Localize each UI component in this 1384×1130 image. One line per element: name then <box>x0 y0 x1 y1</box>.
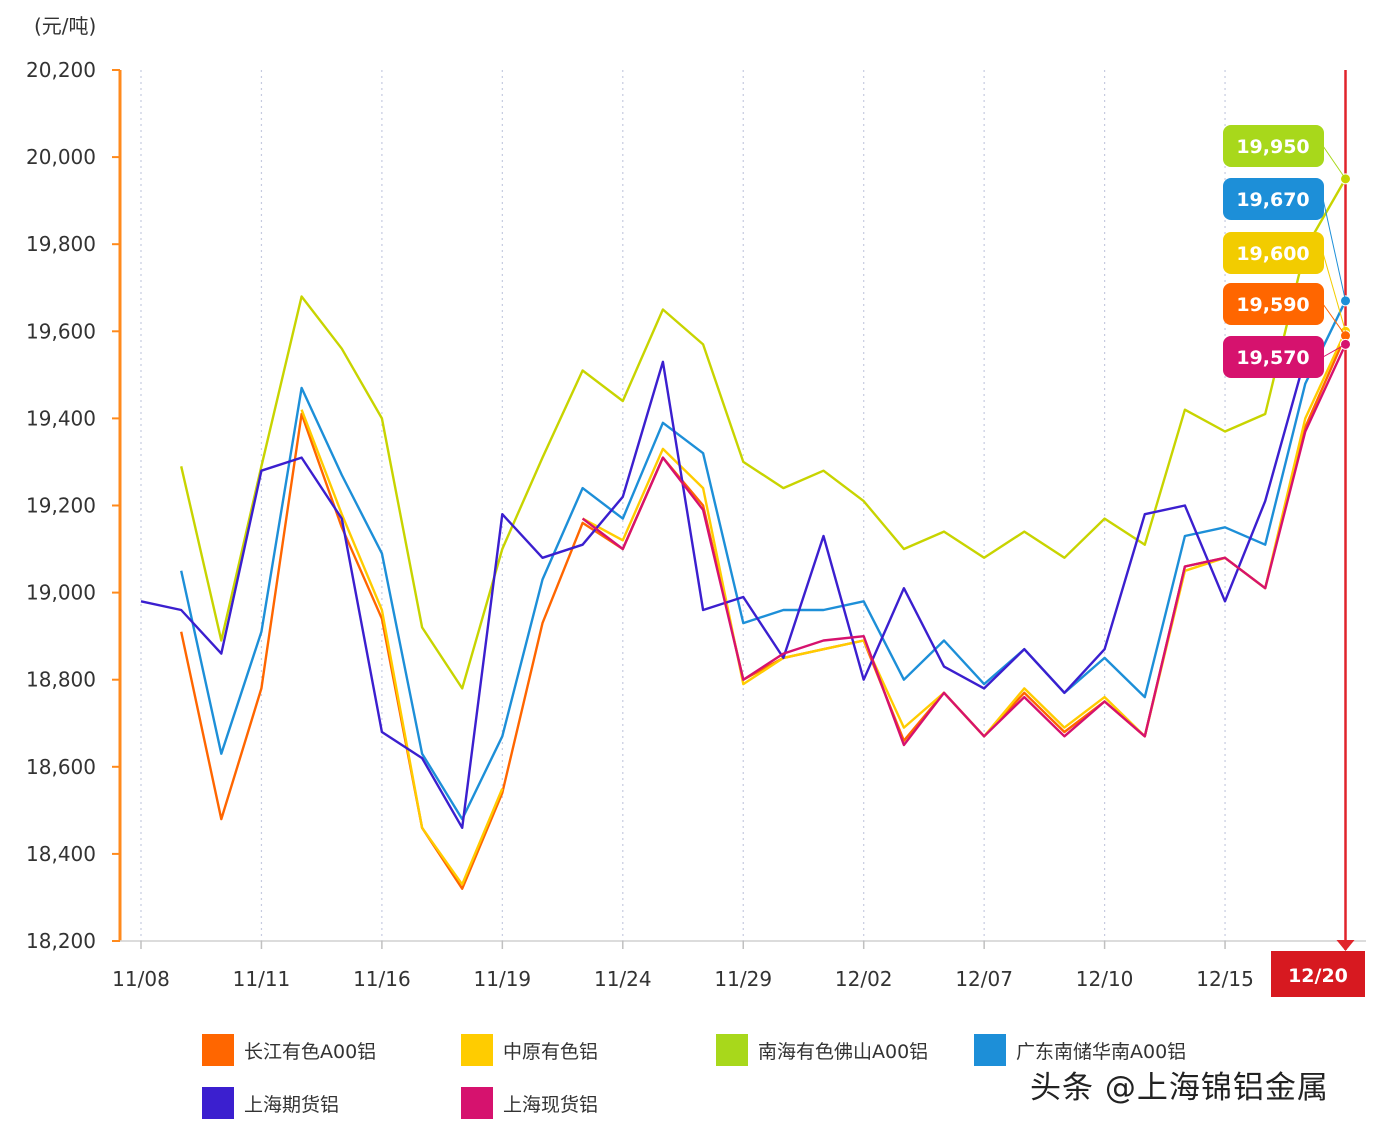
legend-swatch <box>461 1087 493 1119</box>
value-badge-label: 19,570 <box>1236 347 1309 369</box>
end-markers: 12/20 <box>1271 70 1365 997</box>
y-tick-label: 20,000 <box>26 145 96 169</box>
legend-swatch <box>461 1034 493 1066</box>
x-tick-label: 11/19 <box>474 967 532 991</box>
value-badge <box>1223 336 1324 378</box>
legend-item-guangdong[interactable]: 广东南储华南A00铝 <box>974 1034 1186 1066</box>
legend-label: 上海现货铝 <box>503 1093 599 1116</box>
series-line-1 <box>300 330 1347 886</box>
y-tick-label: 18,200 <box>26 929 96 953</box>
x-tick-label: 12/10 <box>1076 967 1134 991</box>
y-tick-label: 19,200 <box>26 494 96 518</box>
series-line-3 <box>180 300 1347 821</box>
y-tick-label: 19,600 <box>26 319 96 343</box>
axes: 20,200 20,000 19,800 19,600 19,400 19,200 19,0… <box>26 58 1366 991</box>
legend-item-shanghai-spot[interactable]: 上海现货铝 <box>461 1087 598 1119</box>
badge-connector <box>1322 303 1346 336</box>
legend-label: 广东南储华南A00铝 <box>1016 1040 1187 1063</box>
x-tick-label: 11/16 <box>353 967 411 991</box>
legend-swatch <box>202 1034 234 1066</box>
legend-item-nanhai[interactable]: 南海有色佛山A00铝 <box>716 1034 928 1066</box>
badge-connector <box>1322 145 1346 180</box>
badge-connector <box>1322 252 1346 332</box>
highlight-date-box <box>1271 951 1365 997</box>
series-line-5 <box>581 343 1347 747</box>
gridlines <box>140 70 1226 941</box>
legend-swatch <box>974 1034 1006 1066</box>
value-badge-label: 19,950 <box>1236 136 1309 158</box>
legend-label: 上海期货铝 <box>244 1093 340 1116</box>
legend-label: 中原有色铝 <box>503 1040 599 1063</box>
value-badge <box>1223 232 1324 274</box>
value-badge <box>1223 178 1324 220</box>
value-badge-label: 19,590 <box>1236 294 1309 316</box>
series-lines <box>140 178 1347 890</box>
x-tick-label: 11/24 <box>594 967 652 991</box>
watermark: 头条 @上海锦铝金属 <box>1030 1070 1329 1106</box>
legend-item-changjiang[interactable]: 长江有色A00铝 <box>202 1034 376 1066</box>
value-badge <box>1223 125 1324 167</box>
value-badge-label: 19,670 <box>1236 189 1309 211</box>
badge-connector <box>1322 343 1346 358</box>
value-badges: 19,950 19,670 19,600 19,590 19,570 <box>1223 125 1346 378</box>
value-badge <box>1223 283 1324 325</box>
highlight-date-label: 12/20 <box>1288 965 1348 987</box>
legend-label: 长江有色A00铝 <box>244 1040 377 1063</box>
y-tick-label: 18,800 <box>26 668 96 692</box>
x-tick-label: 12/07 <box>955 967 1013 991</box>
legend-item-zhongyuan[interactable]: 中原有色铝 <box>461 1034 598 1066</box>
legend-label: 南海有色佛山A00铝 <box>758 1040 929 1063</box>
y-axis-unit-label: (元/吨) <box>34 14 97 38</box>
y-tick-label: 19,800 <box>26 232 96 256</box>
legend-swatch <box>716 1034 748 1066</box>
series-line-0 <box>180 335 1347 890</box>
legend-swatch <box>202 1087 234 1119</box>
y-tick-label: 18,600 <box>26 755 96 779</box>
y-tick-label: 19,000 <box>26 581 96 605</box>
y-tick-label: 20,200 <box>26 58 96 82</box>
legend-item-shfe[interactable]: 上海期货铝 <box>202 1087 339 1119</box>
highlight-pointer <box>1336 940 1355 951</box>
x-tick-label: 11/08 <box>112 967 170 991</box>
x-tick-label: 11/11 <box>233 967 291 991</box>
x-tick-label: 11/29 <box>714 967 772 991</box>
value-badge-label: 19,600 <box>1236 243 1309 265</box>
x-tick-label: 12/15 <box>1196 967 1254 991</box>
series-line-2 <box>180 178 1347 690</box>
y-tick-label: 19,400 <box>26 406 96 430</box>
x-tick-label: 12/02 <box>835 967 893 991</box>
badge-connector <box>1322 198 1346 301</box>
y-tick-label: 18,400 <box>26 842 96 866</box>
series-line-4 <box>140 357 1307 829</box>
